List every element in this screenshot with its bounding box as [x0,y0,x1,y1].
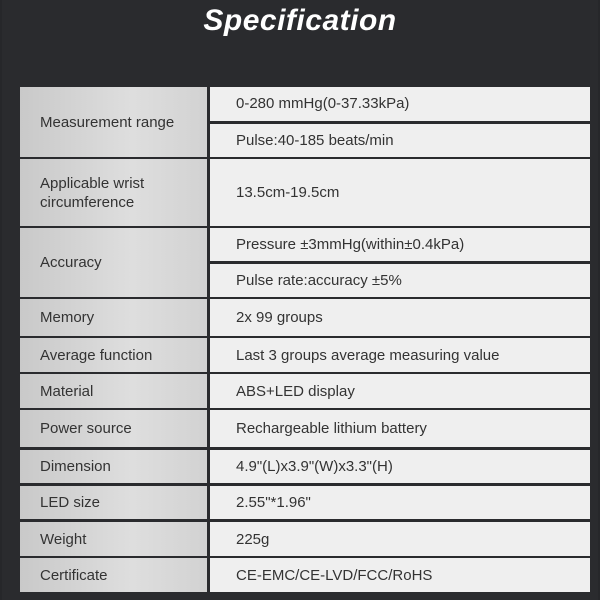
spec-row: Memory 2x 99 groups [20,299,590,336]
spec-label: Measurement range [20,87,207,157]
spec-label: Accuracy [20,228,207,297]
spec-values: ABS+LED display [210,374,590,408]
spec-value: CE-EMC/CE-LVD/FCC/RoHS [210,558,590,592]
spec-label: Material [20,374,207,408]
spec-label: Weight [20,522,207,556]
spec-values: 2.55"*1.96" [210,486,590,519]
spec-value: Pulse:40-185 beats/min [210,123,590,157]
spec-value: 13.5cm-19.5cm [210,159,590,226]
spec-row: LED size 2.55"*1.96" [20,486,590,519]
page-title: Specification [203,4,397,37]
spec-values: 225g [210,522,590,556]
spec-value: Last 3 groups average measuring value [210,338,590,372]
spec-row: Material ABS+LED display [20,374,590,408]
spec-row: Power source Rechargeable lithium battery [20,410,590,447]
spec-value: Pulse rate:accuracy ±5% [210,264,590,297]
spec-label: Power source [20,410,207,447]
spec-value: 0-280 mmHg(0-37.33kPa) [210,87,590,121]
spec-row: Certificate CE-EMC/CE-LVD/FCC/RoHS [20,558,590,592]
spec-row: Measurement range 0-280 mmHg(0-37.33kPa) P… [20,87,590,157]
spec-values: Pressure ±3mmHg(within±0.4kPa) Pulse rate… [210,228,590,297]
spec-values: 2x 99 groups [210,299,590,336]
spec-value: 4.9"(L)x3.9"(W)x3.3"(H) [210,450,590,483]
spec-value: Rechargeable lithium battery [210,410,590,447]
spec-label: Average function [20,338,207,372]
spec-label: Dimension [20,450,207,483]
spec-values: CE-EMC/CE-LVD/FCC/RoHS [210,558,590,592]
spec-label: Applicable wrist circumference [20,159,207,226]
spec-value: ABS+LED display [210,374,590,408]
spec-label: Certificate [20,558,207,592]
spec-row: Dimension 4.9"(L)x3.9"(W)x3.3"(H) [20,450,590,483]
spec-value: 2x 99 groups [210,299,590,336]
spec-values: 0-280 mmHg(0-37.33kPa) Pulse:40-185 beats… [210,87,590,157]
spec-label: LED size [20,486,207,519]
spec-value: 2.55"*1.96" [210,486,590,519]
spec-values: Rechargeable lithium battery [210,410,590,447]
spec-values: 4.9"(L)x3.9"(W)x3.3"(H) [210,450,590,483]
spec-label: Memory [20,299,207,336]
spec-row: Weight 225g [20,522,590,556]
spec-values: 13.5cm-19.5cm [210,159,590,226]
spec-row: Applicable wrist circumference 13.5cm-19.… [20,159,590,226]
spec-row: Average function Last 3 groups average me… [20,338,590,372]
spec-value: Pressure ±3mmHg(within±0.4kPa) [210,228,590,261]
spec-value: 225g [210,522,590,556]
spec-values: Last 3 groups average measuring value [210,338,590,372]
spec-row: Accuracy Pressure ±3mmHg(within±0.4kPa) Pu… [20,228,590,297]
